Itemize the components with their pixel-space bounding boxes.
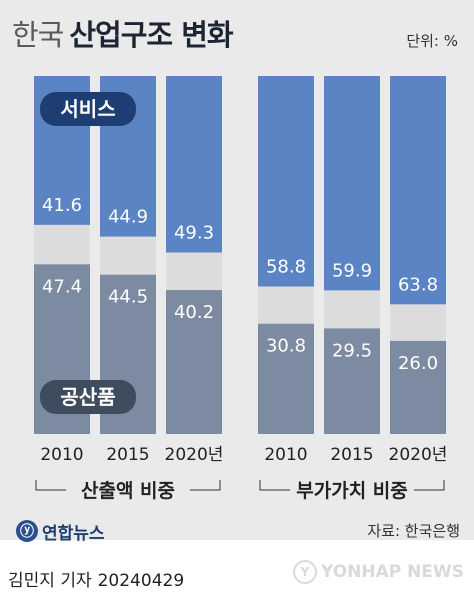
yonhap-logo-icon: ⓨ xyxy=(16,520,38,542)
value-label-industry-0-2: 40.2 xyxy=(174,302,214,323)
category-label-0-0: 2010 xyxy=(40,445,83,465)
group-bracket-left-0 xyxy=(35,480,66,491)
watermark: Y YONHAP NEWS xyxy=(293,560,464,584)
logo-text: 연합뉴스 xyxy=(42,523,105,544)
bar-industry-1-0 xyxy=(258,323,314,434)
group-label-0: 산출액 비중 xyxy=(81,480,175,502)
value-label-industry-1-0: 30.8 xyxy=(266,336,306,357)
source-note: 자료: 한국은행 xyxy=(367,522,460,540)
group-bracket-right-1 xyxy=(414,480,445,491)
bar-service-0-2 xyxy=(166,76,222,253)
value-label-industry-0-1: 44.5 xyxy=(108,287,148,308)
bar-other-0-0 xyxy=(34,224,90,265)
watermark-text: YONHAP NEWS xyxy=(321,562,464,582)
category-label-0-1: 2015 xyxy=(106,445,149,465)
bar-other-0-1 xyxy=(100,236,156,275)
category-label-1-0: 2010 xyxy=(264,445,307,465)
value-label-service-0-2: 49.3 xyxy=(174,222,214,243)
industry-label-badge: 공산품 xyxy=(40,380,136,414)
bar-other-1-0 xyxy=(258,286,314,324)
value-label-service-1-1: 59.9 xyxy=(332,260,372,281)
category-label-1-2: 2020년 xyxy=(389,445,448,465)
group-bracket-right-0 xyxy=(190,480,221,491)
group-bracket-left-1 xyxy=(259,480,290,491)
bar-industry-1-1 xyxy=(324,328,380,434)
chart-title: 한국 산업구조 변화 xyxy=(12,12,234,54)
value-label-service-1-0: 58.8 xyxy=(266,257,306,278)
unit-label: 단위: % xyxy=(406,32,458,50)
bar-service-1-2 xyxy=(390,76,446,305)
bar-other-0-2 xyxy=(166,252,222,291)
bar-industry-0-2 xyxy=(166,290,222,434)
title-prefix: 한국 xyxy=(12,18,64,52)
category-label-0-2: 2020년 xyxy=(165,445,224,465)
bar-other-1-2 xyxy=(390,304,446,341)
yonhap-logo: ⓨ 연합뉴스 xyxy=(16,518,105,544)
bar-other-1-1 xyxy=(324,290,380,329)
value-label-service-0-0: 41.6 xyxy=(42,195,82,216)
byline: 김민지 기자 20240429 xyxy=(8,566,184,591)
stacked-bar-chart: 41.6 47.4 2010 44.9 44.5 2015 49.3 40.2 2020년산출액… xyxy=(34,76,448,502)
service-label-badge: 서비스 xyxy=(40,92,136,126)
bar-service-1-0 xyxy=(258,76,314,287)
reporter-name: 김민지 기자 xyxy=(8,571,92,591)
watermark-icon: Y xyxy=(293,560,318,584)
category-label-1-1: 2015 xyxy=(330,445,373,465)
value-label-industry-1-1: 29.5 xyxy=(332,340,372,361)
bar-service-1-1 xyxy=(324,76,380,291)
group-label-1: 부가가치 비중 xyxy=(296,480,408,502)
title-main: 산업구조 변화 xyxy=(69,18,233,52)
bar-industry-1-2 xyxy=(390,340,446,434)
value-label-industry-1-2: 26.0 xyxy=(398,353,438,374)
value-label-industry-0-0: 47.4 xyxy=(42,276,82,297)
value-label-service-0-1: 44.9 xyxy=(108,207,148,228)
value-label-service-1-2: 63.8 xyxy=(398,274,438,295)
publish-date: 20240429 xyxy=(97,571,185,591)
